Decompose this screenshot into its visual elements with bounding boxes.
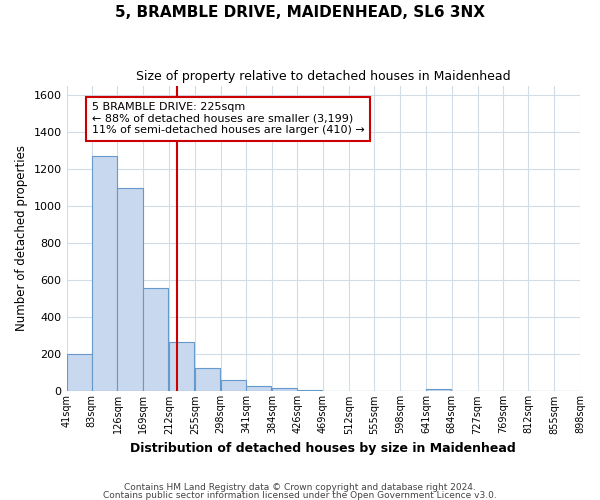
Bar bbox=[426, 388, 451, 392]
Text: Contains HM Land Registry data © Crown copyright and database right 2024.: Contains HM Land Registry data © Crown c… bbox=[124, 484, 476, 492]
X-axis label: Distribution of detached houses by size in Maidenhead: Distribution of detached houses by size … bbox=[130, 442, 516, 455]
Bar bbox=[221, 380, 245, 392]
Bar bbox=[169, 342, 194, 392]
Y-axis label: Number of detached properties: Number of detached properties bbox=[15, 146, 28, 332]
Bar bbox=[297, 390, 322, 392]
Title: Size of property relative to detached houses in Maidenhead: Size of property relative to detached ho… bbox=[136, 70, 511, 83]
Text: Contains public sector information licensed under the Open Government Licence v3: Contains public sector information licen… bbox=[103, 491, 497, 500]
Bar bbox=[272, 388, 297, 392]
Bar bbox=[92, 156, 117, 392]
Bar bbox=[246, 386, 271, 392]
Bar bbox=[143, 288, 169, 392]
Text: 5 BRAMBLE DRIVE: 225sqm
← 88% of detached houses are smaller (3,199)
11% of semi: 5 BRAMBLE DRIVE: 225sqm ← 88% of detache… bbox=[92, 102, 364, 136]
Text: 5, BRAMBLE DRIVE, MAIDENHEAD, SL6 3NX: 5, BRAMBLE DRIVE, MAIDENHEAD, SL6 3NX bbox=[115, 5, 485, 20]
Bar bbox=[67, 354, 92, 392]
Bar bbox=[118, 188, 143, 392]
Bar bbox=[195, 368, 220, 392]
